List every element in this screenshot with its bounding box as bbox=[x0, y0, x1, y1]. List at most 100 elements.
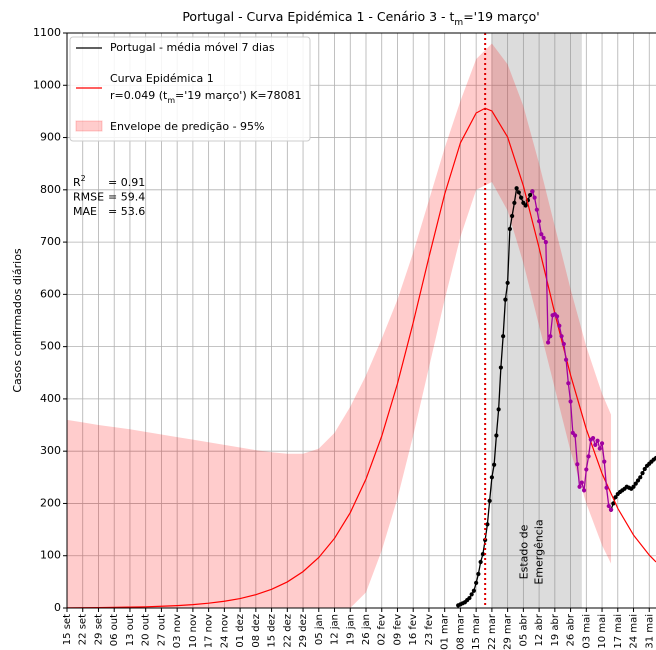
y-tick-label: 800 bbox=[40, 183, 61, 196]
data-point bbox=[593, 442, 598, 448]
y-tick-label: 900 bbox=[40, 131, 61, 144]
stat-label: MAE bbox=[73, 205, 97, 218]
data-point bbox=[492, 462, 497, 467]
data-point bbox=[483, 537, 488, 543]
data-point bbox=[471, 588, 477, 593]
legend-swatch bbox=[75, 120, 103, 132]
x-tick-label: 02 fev bbox=[377, 614, 388, 646]
data-point bbox=[476, 571, 481, 577]
data-point bbox=[516, 190, 521, 195]
legend-parameters-part: ='19 março') K=78081 bbox=[175, 89, 301, 102]
data-point bbox=[597, 446, 602, 451]
data-point bbox=[608, 507, 614, 512]
stat-value: = 0.91 bbox=[108, 176, 145, 189]
data-point bbox=[505, 280, 510, 285]
data-point bbox=[467, 595, 472, 601]
data-point bbox=[532, 195, 537, 200]
chart-title-part: m bbox=[454, 18, 463, 28]
x-tick-label: 15 dez bbox=[267, 614, 278, 648]
x-tick-label: 12 abr bbox=[534, 613, 545, 646]
data-point bbox=[514, 186, 519, 191]
x-tick-label: 09 fev bbox=[392, 614, 403, 646]
x-tick-label: 19 jan bbox=[345, 614, 356, 645]
y-tick-label: 700 bbox=[40, 235, 61, 248]
x-tick-label: 08 dez bbox=[251, 614, 262, 648]
data-point bbox=[469, 592, 474, 597]
data-point bbox=[640, 471, 645, 476]
data-point bbox=[539, 232, 544, 237]
data-point bbox=[604, 485, 609, 490]
data-point bbox=[579, 480, 584, 485]
x-tick-label: 13 out bbox=[125, 614, 136, 646]
data-point bbox=[575, 462, 580, 467]
data-point bbox=[503, 297, 508, 302]
x-tick-label: 15 set bbox=[62, 614, 73, 645]
chart-title: Portugal - Curva Epidémica 1 - Cenário 3… bbox=[182, 9, 539, 28]
data-point bbox=[536, 219, 542, 224]
data-point bbox=[523, 203, 528, 208]
data-point bbox=[498, 365, 503, 370]
y-tick-label: 1100 bbox=[33, 26, 61, 39]
x-tick-label: 23 fev bbox=[424, 614, 435, 646]
legend-parameters: r=0.049 (tm='19 março') K=78081 bbox=[110, 89, 302, 105]
y-tick-label: 100 bbox=[40, 549, 61, 562]
y-axis-label: Casos confirmados diários bbox=[11, 248, 24, 393]
y-tick-label: 0 bbox=[54, 601, 61, 614]
x-tick-label: 24 mai bbox=[629, 614, 640, 649]
x-tick-label: 26 abr bbox=[566, 613, 577, 646]
x-tick-label: 08 mar bbox=[455, 613, 466, 650]
y-tick-label: 500 bbox=[40, 340, 61, 353]
data-point bbox=[563, 357, 569, 362]
data-point bbox=[501, 334, 506, 339]
data-point bbox=[485, 522, 490, 527]
x-tick-label: 12 jan bbox=[330, 614, 341, 645]
x-tick-label: 15 mar bbox=[471, 613, 482, 650]
x-tick-label: 10 mai bbox=[597, 614, 608, 649]
x-tick-label: 05 jan bbox=[314, 614, 325, 645]
legend-label: Envelope de predição - 95% bbox=[110, 120, 264, 133]
x-tick-label: 26 jan bbox=[361, 614, 372, 645]
x-tick-label: 03 mai bbox=[581, 614, 592, 649]
data-point bbox=[581, 488, 587, 493]
data-point bbox=[512, 200, 517, 205]
data-point bbox=[519, 195, 524, 200]
y-tick-label: 200 bbox=[40, 496, 61, 509]
data-point bbox=[534, 207, 539, 212]
x-tick-label: 22 set bbox=[78, 614, 89, 645]
stat-label: R2 bbox=[73, 174, 86, 189]
data-point bbox=[642, 466, 647, 472]
chart-title-part: ='19 março' bbox=[463, 9, 539, 24]
x-tick-label: 27 out bbox=[156, 614, 167, 646]
data-point bbox=[595, 438, 600, 443]
data-point bbox=[496, 407, 501, 412]
emergency-label: Estado de bbox=[517, 524, 530, 579]
legend-parameters-part: r=0.049 (t bbox=[110, 89, 168, 102]
data-point bbox=[554, 314, 560, 319]
x-tick-label: 29 dez bbox=[298, 614, 309, 648]
x-tick-label: 20 out bbox=[141, 614, 152, 646]
data-point bbox=[568, 399, 573, 404]
x-tick-label: 22 dez bbox=[282, 614, 293, 648]
data-point bbox=[633, 481, 638, 486]
legend-parameters-part: m bbox=[167, 96, 175, 105]
plot-area bbox=[67, 33, 656, 608]
emergency-label: Emergência bbox=[532, 519, 545, 584]
data-point bbox=[478, 559, 483, 565]
x-tick-label: 19 abr bbox=[550, 613, 561, 646]
data-point bbox=[561, 341, 566, 347]
x-tick-label: 31 mai bbox=[644, 614, 655, 649]
x-tick-label: 01 dez bbox=[235, 614, 246, 648]
data-point bbox=[590, 436, 596, 441]
legend-box bbox=[69, 36, 311, 142]
x-tick-label: 29 set bbox=[93, 614, 104, 645]
data-point bbox=[530, 189, 535, 194]
x-tick-label: 16 fev bbox=[408, 614, 419, 646]
data-point bbox=[584, 467, 589, 472]
data-point bbox=[543, 239, 548, 245]
stat-value: = 53.6 bbox=[108, 205, 145, 218]
data-point bbox=[631, 484, 636, 489]
data-point bbox=[635, 478, 641, 483]
data-point bbox=[559, 334, 564, 339]
y-tick-label: 600 bbox=[40, 287, 61, 300]
